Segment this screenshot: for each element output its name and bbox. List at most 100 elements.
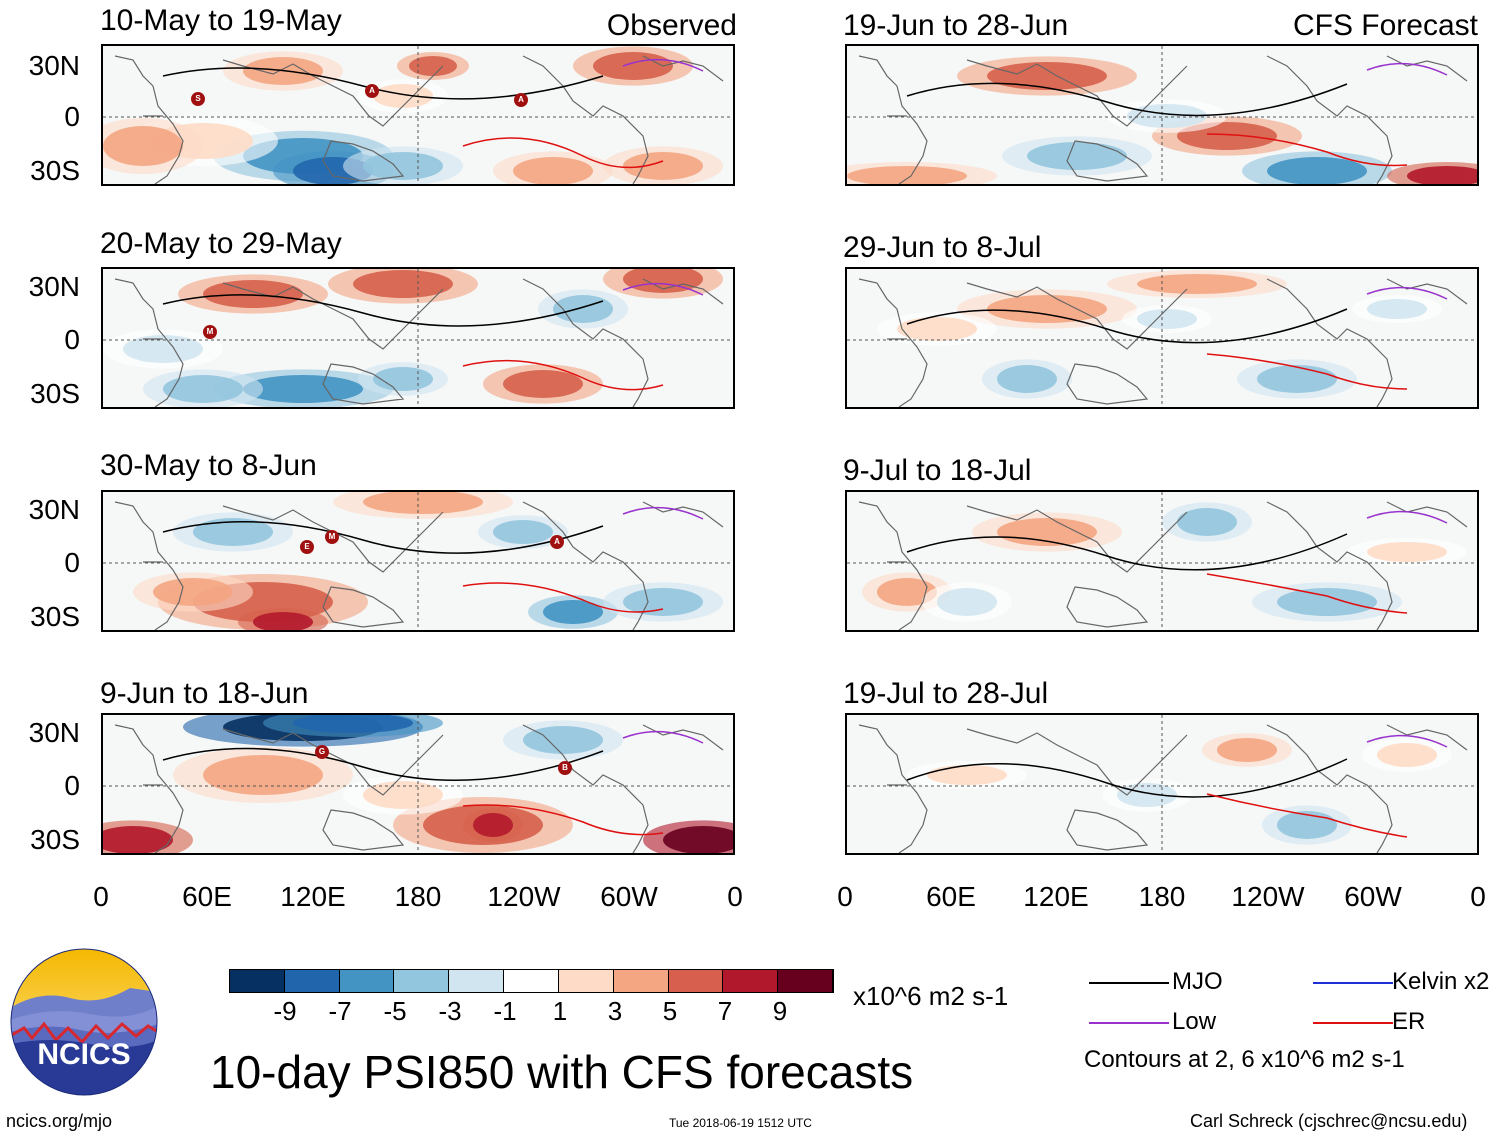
colorbar-swatch	[613, 970, 669, 992]
legend-mjo-label: MJO	[1172, 968, 1223, 995]
lon-label-60e: 60E	[182, 881, 232, 912]
lat-label-30s: 30S	[30, 378, 80, 409]
lon-label-0: 0	[727, 881, 743, 912]
lon-label-60w: 60W	[1344, 881, 1402, 912]
lon-label-0: 0	[93, 881, 109, 912]
lon-label-60w: 60W	[600, 881, 658, 912]
contours-note: Contours at 2, 6 x10^6 m2 s-1	[1084, 1046, 1405, 1073]
mjo-contour	[162, 747, 604, 781]
psi850-anomaly-map	[847, 269, 1477, 407]
panel-title-2: 20-May to 29-May	[100, 227, 342, 260]
low-contour	[1366, 510, 1448, 524]
colorbar-swatch	[339, 970, 395, 992]
anomaly-blob	[1177, 508, 1237, 536]
panel-title-1: 10-May to 19-May	[100, 4, 342, 37]
colorbar-tick: -5	[383, 996, 407, 1026]
tropical-cyclone-marker: A	[550, 535, 564, 549]
lon-label-120e: 120E	[280, 881, 346, 912]
colorbar-swatch	[394, 970, 450, 992]
psi850-anomaly-map	[847, 46, 1477, 184]
lat-label-30s: 30S	[30, 155, 80, 186]
anomaly-blob	[409, 56, 457, 76]
coastline	[114, 501, 724, 630]
legend-kelvin-line	[1313, 982, 1393, 984]
anomaly-blob	[543, 600, 603, 624]
legend-er-line	[1313, 1022, 1393, 1024]
ncics-logo-graphic	[10, 948, 158, 1096]
anomaly-blob	[847, 166, 967, 184]
mjo-contour	[906, 533, 1348, 571]
anomaly-blob	[877, 578, 937, 606]
lat-label-30s: 30S	[30, 601, 80, 632]
colorbar-units: x10^6 m2 s-1	[853, 981, 1009, 1011]
anomaly-blob	[493, 520, 553, 544]
anomaly-blob	[987, 62, 1107, 90]
anomaly-blob	[373, 367, 433, 391]
lon-label-120w: 120W	[1231, 881, 1305, 912]
anomaly-blob	[153, 578, 233, 606]
lat-label-0: 0	[64, 324, 80, 355]
coastline	[114, 724, 724, 853]
er-contour	[1206, 133, 1408, 167]
legend-low-line	[1089, 1022, 1169, 1024]
tropical-cyclone-marker: B	[558, 761, 572, 775]
anomaly-blob	[503, 370, 583, 398]
map-panel-forecast-2	[845, 267, 1479, 409]
logo-text: NCICS	[37, 1038, 131, 1071]
tropical-cyclone-marker: G	[315, 745, 329, 759]
anomaly-blob	[203, 280, 303, 308]
er-contour	[462, 359, 664, 391]
mjo-contour	[906, 308, 1348, 344]
anomaly-blob	[937, 588, 997, 616]
anomaly-blob	[987, 295, 1107, 323]
anomaly-blob	[1277, 811, 1337, 839]
lon-label-120e: 120E	[1023, 881, 1089, 912]
anomaly-blob	[897, 317, 977, 341]
lat-label-30n: 30N	[28, 717, 80, 748]
anomaly-blob	[1377, 743, 1437, 767]
panel-title-7: 9-Jul to 18-Jul	[843, 454, 1032, 487]
low-contour	[622, 58, 704, 72]
anomaly-blob	[163, 375, 243, 403]
er-contour	[1206, 793, 1408, 838]
panel-title-6: 29-Jun to 8-Jul	[843, 231, 1042, 264]
panel-title-5: 19-Jun to 28-Jun	[843, 9, 1069, 42]
panel-title-3: 30-May to 8-Jun	[100, 449, 317, 482]
anomaly-blob	[373, 84, 433, 108]
anomaly-blob	[1137, 309, 1197, 329]
mjo-contour	[906, 82, 1348, 117]
lat-label-30s: 30S	[30, 824, 80, 855]
lat-label-0: 0	[64, 770, 80, 801]
lon-label-180: 180	[394, 881, 442, 912]
forecast-label: CFS Forecast	[1292, 9, 1478, 42]
colorbar-swatch	[723, 970, 779, 992]
legend-er-label: ER	[1392, 1008, 1426, 1035]
er-contour	[462, 582, 664, 613]
lon-label-180: 180	[1138, 881, 1186, 912]
footer-url[interactable]: ncics.org/mjo	[6, 1111, 113, 1131]
anomaly-blob	[1367, 542, 1447, 562]
anomaly-blob	[1257, 365, 1337, 393]
anomaly-blob	[353, 270, 453, 298]
anomaly-blob	[997, 365, 1057, 393]
map-panel-observed-2: M	[101, 267, 735, 409]
anomaly-blob	[663, 826, 733, 853]
observed-label: Observed	[606, 9, 737, 42]
anomaly-blob	[243, 375, 363, 403]
legend-low-label: Low	[1172, 1008, 1217, 1035]
anomaly-blob	[623, 152, 703, 180]
colorbar-swatch	[504, 970, 559, 992]
anomaly-blob	[997, 518, 1097, 546]
psi850-anomaly-map	[103, 46, 733, 184]
psi850-anomaly-map	[847, 492, 1477, 630]
anomaly-blob	[123, 335, 203, 363]
colorbar-tick: -1	[493, 996, 517, 1026]
anomaly-blob	[253, 612, 313, 630]
coastline	[858, 501, 1468, 630]
colorbar-swatch	[230, 970, 285, 992]
anomaly-blob	[927, 765, 1007, 785]
colorbar-tick: 1	[552, 996, 568, 1026]
lon-label-0: 0	[1470, 881, 1486, 912]
low-contour	[622, 506, 704, 520]
